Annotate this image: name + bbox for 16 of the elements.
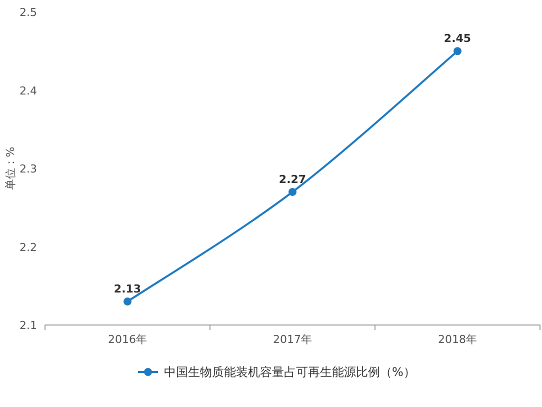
y-tick-label: 2.5 <box>20 6 37 19</box>
y-axis-title: 单位：% <box>4 146 17 190</box>
x-tick-label: 2017年 <box>273 333 312 346</box>
x-tick-label: 2018年 <box>438 333 477 346</box>
point <box>454 47 462 56</box>
y-tick-label: 2.4 <box>20 84 37 98</box>
data-label: 2.13 <box>114 282 142 296</box>
data-label: 2.45 <box>444 32 472 46</box>
y-tick-label: 2.2 <box>20 240 37 254</box>
point <box>288 188 296 196</box>
y-tick-label: 2.3 <box>20 162 37 176</box>
x-tick-label: 2016年 <box>108 333 147 346</box>
point <box>124 298 132 306</box>
legend-label: 中国生物质能装机容量占可再生能源比例（%） <box>164 365 416 379</box>
y-tick-label: 2.1 <box>20 319 37 332</box>
data-label: 2.27 <box>278 172 306 186</box>
